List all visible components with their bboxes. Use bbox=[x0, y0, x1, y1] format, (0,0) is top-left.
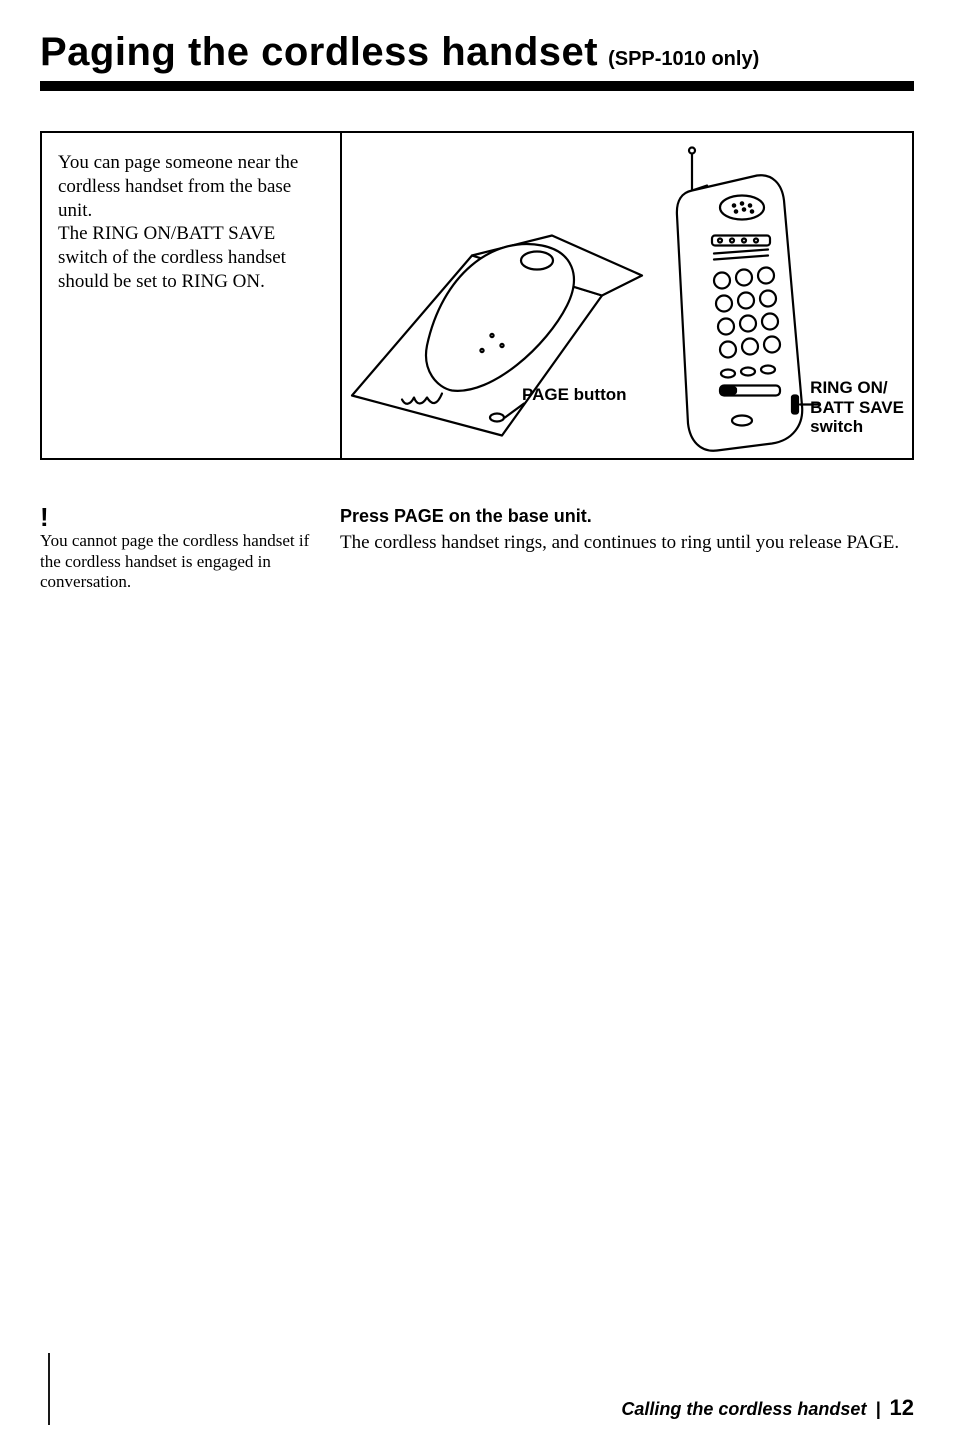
page-button-callout: PAGE button bbox=[522, 385, 627, 405]
ring-switch-callout-line1: RING ON/ bbox=[810, 378, 887, 397]
instruction-heading: Press PAGE on the base unit. bbox=[340, 506, 914, 527]
title-underline-rule bbox=[40, 81, 914, 91]
footer-chapter: Calling the cordless handset bbox=[621, 1399, 866, 1419]
instruction-body: The cordless handset rings, and continue… bbox=[340, 531, 914, 555]
ring-switch-callout-line2: BATT SAVE bbox=[810, 398, 904, 417]
instruction-row: ! You cannot page the cordless handset i… bbox=[40, 506, 914, 593]
note-text: You cannot page the cordless handset if … bbox=[40, 531, 320, 592]
page-title-sub: (SPP-1010 only) bbox=[608, 48, 759, 70]
note-bang-icon: ! bbox=[40, 506, 320, 529]
figure-panel: You can page someone near the cordless h… bbox=[40, 131, 914, 460]
footer-page-number: 12 bbox=[890, 1395, 914, 1420]
scan-artifact-mark bbox=[48, 1353, 50, 1425]
page-title: Paging the cordless handset bbox=[40, 30, 598, 74]
page-title-block: Paging the cordless handset (SPP-1010 on… bbox=[40, 30, 914, 91]
document-page: Paging the cordless handset (SPP-1010 on… bbox=[0, 0, 954, 1455]
figure-intro-text: You can page someone near the cordless h… bbox=[42, 133, 342, 458]
ring-switch-callout-line3: switch bbox=[810, 417, 863, 436]
side-note: ! You cannot page the cordless handset i… bbox=[40, 506, 340, 593]
instruction-column: Press PAGE on the base unit. The cordles… bbox=[340, 506, 914, 555]
footer-separator: | bbox=[875, 1399, 880, 1419]
figure-illustration-area: PAGE button RING ON/ BATT SAVE switch bbox=[342, 133, 912, 458]
page-footer: Calling the cordless handset | 12 bbox=[621, 1395, 914, 1421]
ring-switch-callout: RING ON/ BATT SAVE switch bbox=[810, 378, 904, 437]
